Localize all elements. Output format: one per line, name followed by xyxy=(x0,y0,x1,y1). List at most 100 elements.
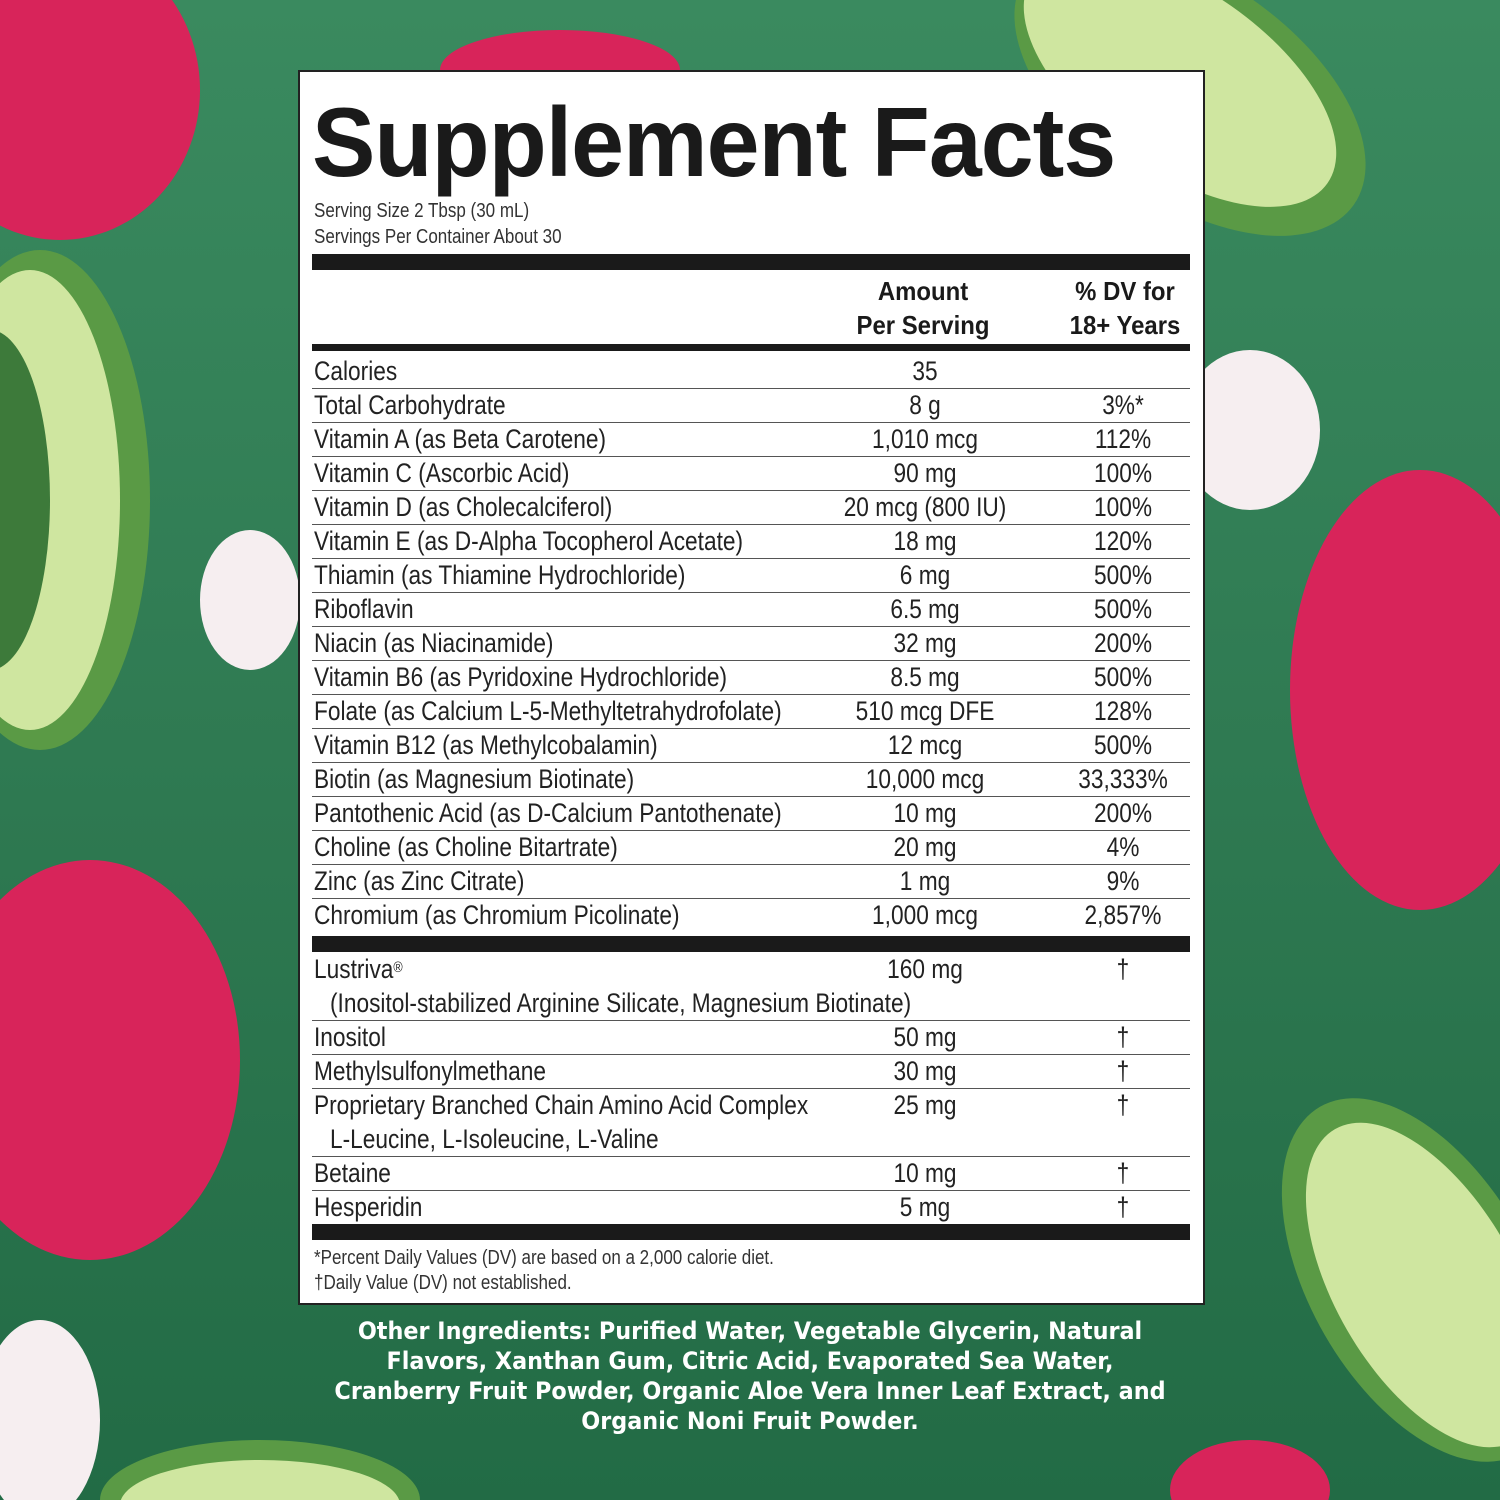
footnote: *Percent Daily Values (DV) are based on … xyxy=(314,1247,774,1269)
table-row: Vitamin C (Ascorbic Acid) 90 mg 100% xyxy=(312,457,1190,491)
divider-thick xyxy=(312,936,1190,952)
nutrient-name-text: Betaine xyxy=(314,1158,391,1188)
nutrient-name: Zinc (as Zinc Citrate) xyxy=(314,865,524,898)
nutrient-name: Pantothenic Acid (as D-Calcium Pantothen… xyxy=(314,797,782,830)
nutrient-name-text: Vitamin B12 (as Methylcobalamin) xyxy=(314,730,658,760)
nutrient-name: Total Carbohydrate xyxy=(314,389,506,422)
nutrient-name-text: Total Carbohydrate xyxy=(314,390,506,420)
supplement-facts-panel: Supplement Facts Serving Size 2 Tbsp (30… xyxy=(298,70,1205,1305)
nutrient-name-text: Choline (as Choline Bitartrate) xyxy=(314,832,618,862)
nutrient-name: Lustriva® xyxy=(314,953,403,986)
dv-text: 4% xyxy=(1106,832,1140,862)
dv-text: † xyxy=(1116,1158,1130,1188)
nutrient-name: Vitamin C (Ascorbic Acid) xyxy=(314,457,569,490)
nutrient-name-text: Niacin (as Niacinamide) xyxy=(314,628,554,658)
header-text: Per Serving xyxy=(856,310,990,340)
nutrient-name: Vitamin B6 (as Pyridoxine Hydrochloride) xyxy=(314,661,727,694)
nutrient-name: Folate (as Calcium L-5-Methyltetrahydrof… xyxy=(314,695,782,728)
nutrient-name: Vitamin B12 (as Methylcobalamin) xyxy=(314,729,658,762)
amount-text: 12 mcg xyxy=(887,730,963,760)
amount-text: 90 mg xyxy=(893,458,957,488)
nutrient-name: Inositol xyxy=(314,1021,386,1054)
table-row: Betaine 10 mg † xyxy=(312,1157,1190,1191)
nutrient-name-text: Vitamin A (as Beta Carotene) xyxy=(314,424,607,454)
other-ingredients: Other Ingredients: Purified Water, Veget… xyxy=(300,1316,1200,1436)
nutrient-name: Methylsulfonylmethane xyxy=(314,1055,546,1088)
nutrient-name: Choline (as Choline Bitartrate) xyxy=(314,831,618,864)
dv-text: 500% xyxy=(1093,560,1153,590)
amount-text: 5 mg xyxy=(899,1192,951,1222)
amount-text: 8 g xyxy=(909,390,941,420)
dv-text: 100% xyxy=(1093,492,1153,522)
amount-text: 50 mg xyxy=(893,1022,957,1052)
table-row: Niacin (as Niacinamide) 32 mg 200% xyxy=(312,627,1190,661)
amount-text: 20 mcg (800 IU) xyxy=(843,492,1007,522)
dv-text: 500% xyxy=(1093,730,1153,760)
dv-text: † xyxy=(1116,1056,1130,1086)
nutrient-name-text: Hesperidin xyxy=(314,1192,423,1222)
dv-text: 120% xyxy=(1093,526,1153,556)
dv-text: 500% xyxy=(1093,594,1153,624)
table-row: Thiamin (as Thiamine Hydrochloride) 6 mg 5… xyxy=(312,559,1190,593)
amount-text: 8.5 mg xyxy=(890,662,960,692)
dv-header: % DV for 18+ Years xyxy=(1047,274,1203,342)
divider-medium xyxy=(312,344,1190,351)
other-nutrient-table: Lustriva® (Inositol-stabilized Arginine S… xyxy=(312,953,1190,1225)
nutrient-name-text: Vitamin E (as D-Alpha Tocopherol Acetate… xyxy=(314,526,744,556)
nutrient-name: Thiamin (as Thiamine Hydrochloride) xyxy=(314,559,685,592)
nutrient-name-text: Lustriva xyxy=(314,954,394,984)
table-row: Hesperidin 5 mg † xyxy=(312,1191,1190,1225)
divider-thick xyxy=(312,254,1190,270)
nutrient-name: Vitamin E (as D-Alpha Tocopherol Acetate… xyxy=(314,525,743,558)
dv-text: 200% xyxy=(1093,798,1153,828)
nutrient-name: Proprietary Branched Chain Amino Acid Co… xyxy=(314,1089,808,1122)
amount-text: 160 mg xyxy=(887,954,963,984)
nutrient-name-text: Thiamin (as Thiamine Hydrochloride) xyxy=(314,560,686,590)
table-row: Vitamin B12 (as Methylcobalamin) 12 mcg 50… xyxy=(312,729,1190,763)
table-row: Choline (as Choline Bitartrate) 20 mg 4% xyxy=(312,831,1190,865)
table-row: Vitamin A (as Beta Carotene) 1,010 mcg 112… xyxy=(312,423,1190,457)
divider-thick xyxy=(312,1224,1190,1240)
table-row: Inositol 50 mg † xyxy=(312,1021,1190,1055)
amount-text: 18 mg xyxy=(893,526,957,556)
dv-text: † xyxy=(1116,1090,1130,1120)
nutrient-subtext: L-Leucine, L-Isoleucine, L-Valine xyxy=(330,1124,659,1154)
amount-text: 6 mg xyxy=(899,560,951,590)
nutrient-name: Vitamin D (as Cholecalciferol) xyxy=(314,491,612,524)
header-text: % DV for xyxy=(1075,276,1175,306)
nutrient-name: Niacin (as Niacinamide) xyxy=(314,627,553,660)
nutrient-name: Betaine xyxy=(314,1157,391,1190)
amount-header: Amount Per Serving xyxy=(836,274,1011,342)
header-text: Amount xyxy=(877,276,969,306)
table-row: Vitamin D (as Cholecalciferol) 20 mcg (80… xyxy=(312,491,1190,525)
table-row: Biotin (as Magnesium Biotinate) 10,000 mc… xyxy=(312,763,1190,797)
dv-text: 500% xyxy=(1093,662,1153,692)
nutrient-name-text: Vitamin B6 (as Pyridoxine Hydrochloride) xyxy=(314,662,728,692)
dv-text: 2,857% xyxy=(1084,900,1162,930)
table-row: Vitamin B6 (as Pyridoxine Hydrochloride)… xyxy=(312,661,1190,695)
table-row: Zinc (as Zinc Citrate) 1 mg 9% xyxy=(312,865,1190,899)
amount-text: 10 mg xyxy=(893,1158,957,1188)
nutrient-name-text: Methylsulfonylmethane xyxy=(314,1056,546,1086)
amount-text: 30 mg xyxy=(893,1056,957,1086)
dv-text: 100% xyxy=(1093,458,1153,488)
table-row: Proprietary Branched Chain Amino Acid Co… xyxy=(312,1089,1190,1157)
table-row: Total Carbohydrate 8 g 3%* xyxy=(312,389,1190,423)
nutrient-name: Chromium (as Chromium Picolinate) xyxy=(314,899,680,932)
dv-text: 200% xyxy=(1093,628,1153,658)
nutrient-name: Calories xyxy=(314,355,397,388)
nutrient-name-text: Riboflavin xyxy=(314,594,414,624)
nutrient-name: Riboflavin xyxy=(314,593,414,626)
dv-text: † xyxy=(1116,954,1130,984)
header-text: 18+ Years xyxy=(1069,310,1181,340)
serving-size: Serving Size 2 Tbsp (30 mL) xyxy=(314,200,530,222)
nutrient-name-text: Zinc (as Zinc Citrate) xyxy=(314,866,525,896)
dv-text: 33,333% xyxy=(1078,764,1168,794)
registered-mark: ® xyxy=(393,959,403,976)
footnote: †Daily Value (DV) not established. xyxy=(314,1272,572,1294)
amount-text: 20 mg xyxy=(893,832,957,862)
nutrient-name: Hesperidin xyxy=(314,1191,422,1224)
amount-text: 32 mg xyxy=(893,628,957,658)
